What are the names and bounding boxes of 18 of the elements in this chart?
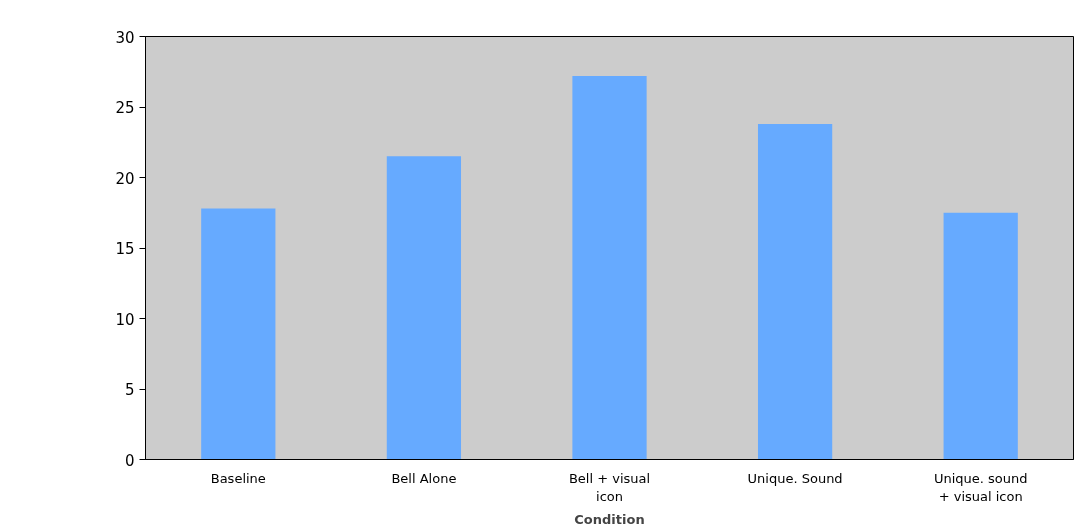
x-tick-label: Unique. sound + visual icon <box>933 470 1028 504</box>
bar <box>943 212 1018 460</box>
x-tick-label: Bell Alone <box>391 470 457 486</box>
y-tick-label: 5 <box>124 381 135 399</box>
x-tick-label: Unique. Sound <box>747 470 843 486</box>
y-tick-label: 15 <box>115 240 135 258</box>
x-tick-label: Baseline <box>210 470 266 486</box>
y-tick-label: 25 <box>115 99 135 117</box>
x-tick-label: Bell + visual icon <box>568 470 651 504</box>
bar <box>572 75 647 460</box>
y-tick-label: 0 <box>124 451 135 470</box>
bar <box>757 123 833 460</box>
y-tick-label: 20 <box>115 169 135 188</box>
x-axis-title: Condition <box>574 511 645 527</box>
bar <box>386 156 462 460</box>
y-tick-label: 10 <box>115 310 135 329</box>
bar <box>201 208 276 460</box>
y-tick-label: 30 <box>115 28 135 47</box>
